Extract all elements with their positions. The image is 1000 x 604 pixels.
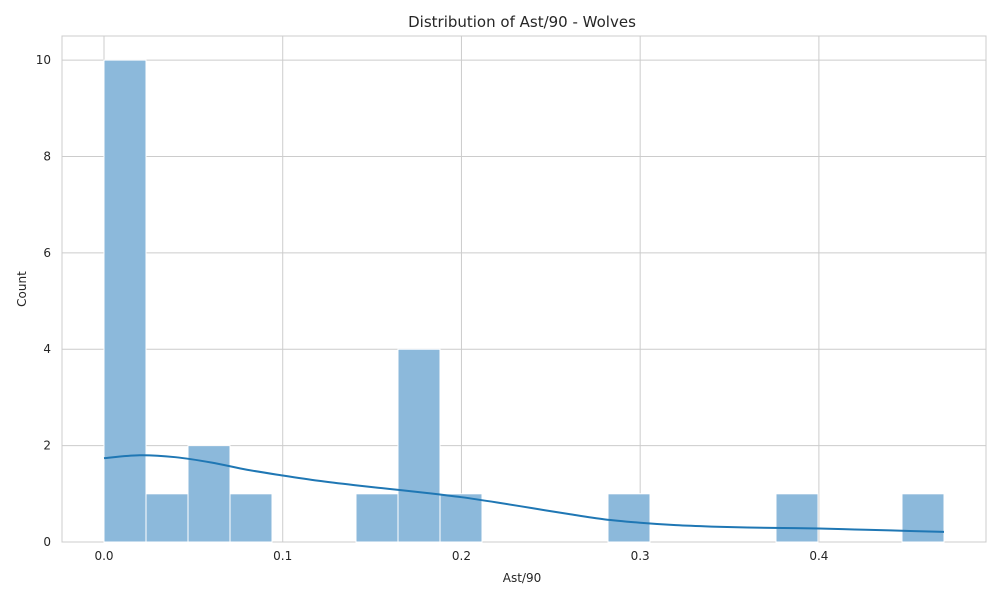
x-tick-label: 0.4 — [809, 549, 828, 563]
histogram-bar — [229, 493, 273, 543]
chart-title: Distribution of Ast/90 - Wolves — [408, 13, 636, 31]
x-tick-label: 0.0 — [94, 549, 113, 563]
kde-line — [103, 454, 945, 533]
y-tick-label: 4 — [43, 342, 51, 356]
y-tick-label: 6 — [43, 246, 51, 260]
histogram-bars — [103, 59, 945, 543]
histogram-bar — [439, 493, 483, 543]
kde-curve-group — [103, 454, 945, 533]
histogram-bar — [355, 493, 399, 543]
histogram-bar — [901, 493, 945, 543]
x-axis-label: Ast/90 — [503, 571, 541, 585]
x-axis-ticks: 0.0 0.1 0.2 0.3 0.4 — [94, 549, 828, 563]
y-tick-label: 0 — [43, 535, 51, 549]
x-tick-label: 0.3 — [631, 549, 650, 563]
y-tick-label: 8 — [43, 149, 51, 163]
y-axis-ticks: 0 2 4 6 8 10 — [36, 53, 51, 549]
x-tick-label: 0.1 — [273, 549, 292, 563]
histogram-bar — [775, 493, 819, 543]
y-tick-label: 10 — [36, 53, 51, 67]
y-tick-label: 2 — [43, 439, 51, 453]
y-axis-label: Count — [15, 271, 29, 307]
histogram-bar — [397, 348, 441, 543]
histogram-bar — [145, 493, 189, 543]
histogram-bar — [103, 59, 147, 543]
histogram-bar — [607, 493, 651, 543]
x-tick-label: 0.2 — [452, 549, 471, 563]
